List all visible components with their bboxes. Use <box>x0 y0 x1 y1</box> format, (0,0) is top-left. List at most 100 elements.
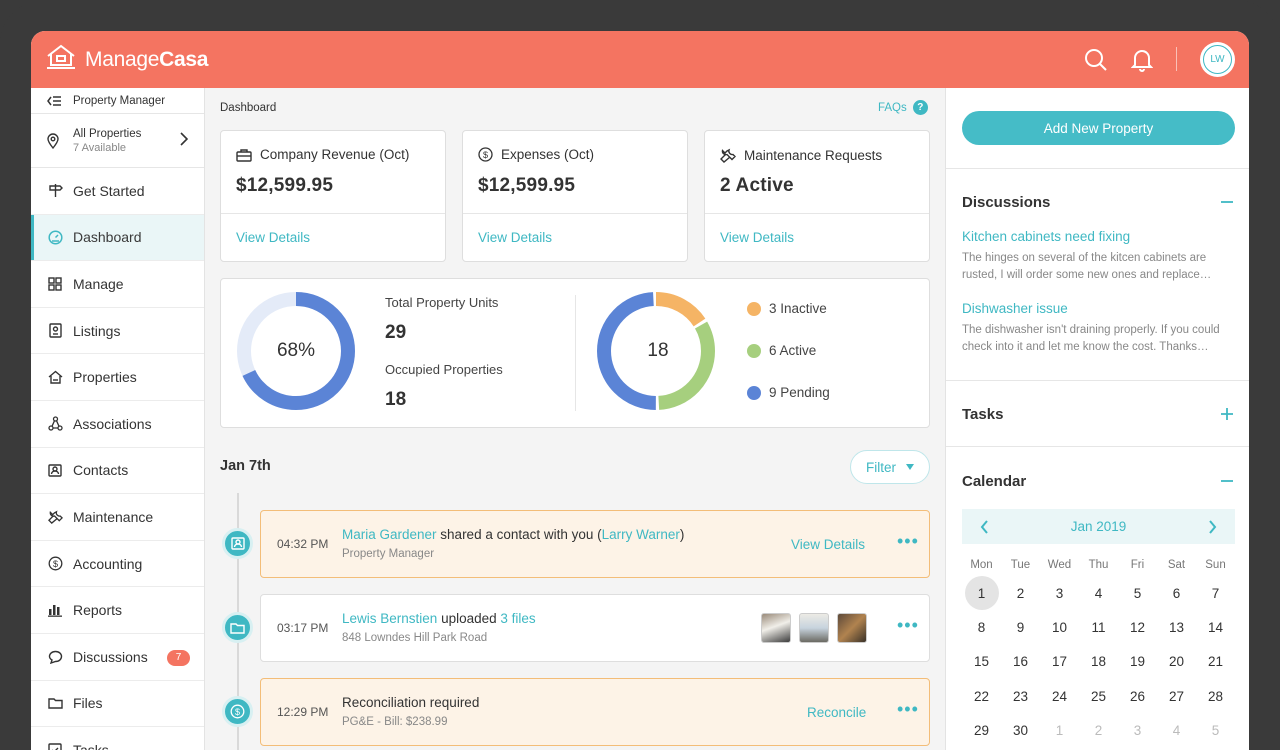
calendar-day[interactable]: 1 <box>1040 723 1079 738</box>
contact-card-icon <box>222 528 253 559</box>
more-options-icon[interactable]: ••• <box>897 615 919 635</box>
file-thumbnail[interactable] <box>837 613 867 643</box>
calendar-day[interactable]: 28 <box>1196 689 1235 704</box>
faqs-link[interactable]: FAQs ? <box>878 100 928 115</box>
calendar-day[interactable]: 29 <box>962 723 1001 738</box>
calendar-day-number: 19 <box>1129 654 1146 670</box>
calendar-day[interactable]: 18 <box>1079 654 1118 669</box>
calendar-day[interactable]: 8 <box>962 620 1001 635</box>
sidebar-item-tasks[interactable]: Tasks <box>31 727 204 750</box>
card-title: Maintenance Requests <box>744 147 883 163</box>
calendar-day[interactable]: 26 <box>1118 689 1157 704</box>
calendar-day[interactable]: 13 <box>1157 620 1196 635</box>
sidebar-item-files[interactable]: Files <box>31 681 204 728</box>
avatar[interactable]: LW <box>1200 42 1235 77</box>
calendar-day[interactable]: 22 <box>962 689 1001 704</box>
calendar-day[interactable]: 7 <box>1196 586 1235 601</box>
calendar-day[interactable]: 11 <box>1079 620 1118 635</box>
view-details-link[interactable]: View Details <box>791 537 866 552</box>
files-link[interactable]: 3 files <box>500 611 536 626</box>
collapse-minus-icon[interactable] <box>1219 194 1235 210</box>
filter-button[interactable]: Filter <box>850 450 930 484</box>
folder-icon <box>222 612 253 643</box>
calendar-day[interactable]: 27 <box>1157 689 1196 704</box>
calendar-day-number: 10 <box>1051 619 1068 635</box>
user-link[interactable]: Maria Gardener <box>342 527 437 542</box>
calendar-day[interactable]: 12 <box>1118 620 1157 635</box>
breadcrumb: Dashboard <box>220 102 277 114</box>
wrench-icon <box>720 147 736 163</box>
collapse-minus-icon[interactable] <box>1219 473 1235 489</box>
calendar-day[interactable]: 5 <box>1118 586 1157 601</box>
calendar-day[interactable]: 19 <box>1118 654 1157 669</box>
wrench-icon <box>47 509 63 525</box>
chevron-left-icon[interactable] <box>980 519 989 534</box>
sidebar-item-reports[interactable]: Reports <box>31 587 204 634</box>
faqs-label: FAQs <box>878 101 907 114</box>
calendar-day[interactable]: 14 <box>1196 620 1235 635</box>
legend-label: 3 Inactive <box>769 301 827 316</box>
bar-chart-icon <box>47 603 63 617</box>
card-value: 2 Active <box>720 175 794 196</box>
user-link[interactable]: Lewis Bernstien <box>342 611 438 626</box>
calendar-day[interactable]: 16 <box>1001 654 1040 669</box>
calendar-day[interactable]: 15 <box>962 654 1001 669</box>
sidebar-item-dashboard[interactable]: Dashboard <box>31 214 204 262</box>
properties-count: 7 Available <box>73 141 127 154</box>
calendar-day[interactable]: 3 <box>1118 723 1157 738</box>
calendar-day[interactable]: 24 <box>1040 689 1079 704</box>
sidebar-item-get-started[interactable]: Get Started <box>31 168 204 215</box>
property-selector[interactable]: All Properties 7 Available <box>31 114 204 168</box>
sidebar-role-label: Property Manager <box>73 94 166 107</box>
search-icon[interactable] <box>1083 47 1109 73</box>
calendar-day-number: 18 <box>1090 654 1107 670</box>
calendar-day[interactable]: 4 <box>1157 723 1196 738</box>
more-options-icon[interactable]: ••• <box>897 531 919 551</box>
calendar-day-number: 30 <box>1012 722 1029 738</box>
calendar-day[interactable]: 2 <box>1001 586 1040 601</box>
reconcile-link[interactable]: Reconcile <box>807 705 867 720</box>
sidebar-item-properties[interactable]: Properties <box>31 354 204 401</box>
calendar-day[interactable]: 23 <box>1001 689 1040 704</box>
sidebar-item-associations[interactable]: Associations <box>31 401 204 448</box>
sidebar-item-discussions[interactable]: Discussions 7 <box>31 634 204 681</box>
calendar-day[interactable]: 10 <box>1040 620 1079 635</box>
bell-icon[interactable] <box>1129 47 1155 73</box>
sidebar-item-accounting[interactable]: $ Accounting <box>31 541 204 588</box>
signpost-icon <box>47 183 63 198</box>
calendar-day[interactable]: 20 <box>1157 654 1196 669</box>
chevron-right-icon[interactable] <box>1208 519 1217 534</box>
sidebar-item-manage[interactable]: Manage <box>31 261 204 308</box>
add-property-button[interactable]: Add New Property <box>962 111 1235 145</box>
calendar-day[interactable]: 4 <box>1079 586 1118 601</box>
calendar-day[interactable]: 5 <box>1196 723 1235 738</box>
sidebar-item-contacts[interactable]: Contacts <box>31 448 204 495</box>
view-details-link[interactable]: View Details <box>478 230 553 245</box>
sidebar-item-listings[interactable]: Listings <box>31 308 204 355</box>
calendar-day[interactable]: 21 <box>1196 654 1235 669</box>
calendar-day-number: 24 <box>1051 688 1068 704</box>
sidebar-item-maintenance[interactable]: Maintenance <box>31 494 204 541</box>
calendar-day[interactable]: 30 <box>1001 723 1040 738</box>
contact-link[interactable]: Larry Warner <box>601 527 680 542</box>
calendar-day[interactable]: 9 <box>1001 620 1040 635</box>
view-details-link[interactable]: View Details <box>236 230 311 245</box>
sidebar-collapse[interactable]: Property Manager <box>31 88 204 114</box>
view-details-link[interactable]: View Details <box>720 230 795 245</box>
avatar-initials: LW <box>1203 45 1232 74</box>
logo[interactable]: ManageCasa <box>45 43 208 76</box>
discussion-title-link[interactable]: Dishwasher issue <box>962 301 1068 316</box>
file-thumbnail[interactable] <box>799 613 829 643</box>
discussion-title-link[interactable]: Kitchen cabinets need fixing <box>962 229 1131 244</box>
file-thumbnail[interactable] <box>761 613 791 643</box>
calendar-day[interactable]: 2 <box>1079 723 1118 738</box>
expand-plus-icon[interactable] <box>1219 406 1235 422</box>
legend-label: 6 Active <box>769 343 817 358</box>
calendar-day[interactable]: 17 <box>1040 654 1079 669</box>
calendar-day[interactable]: 6 <box>1157 586 1196 601</box>
more-options-icon[interactable]: ••• <box>897 699 919 719</box>
calendar-day-number: 6 <box>1172 585 1181 601</box>
calendar-day[interactable]: 1 <box>962 576 1001 611</box>
calendar-day[interactable]: 3 <box>1040 586 1079 601</box>
calendar-day[interactable]: 25 <box>1079 689 1118 704</box>
